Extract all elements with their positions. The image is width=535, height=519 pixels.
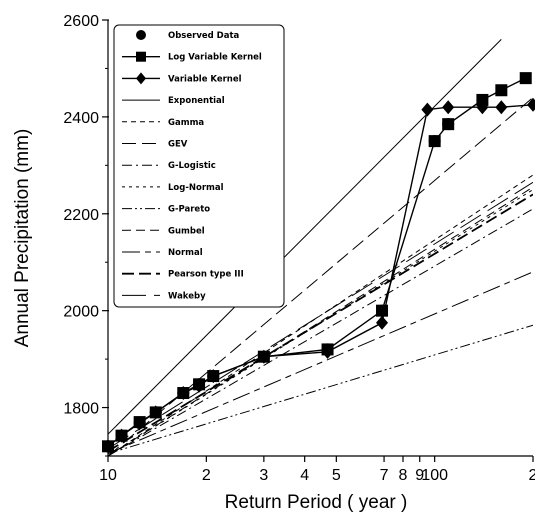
data-point-log-variable-kernel: [476, 93, 489, 106]
data-point-variable-kernel: [527, 97, 535, 112]
x-tick-label: 4: [300, 467, 309, 484]
data-point-variable-kernel: [421, 102, 434, 117]
legend-label-exponential: Exponential: [168, 96, 225, 106]
y-tick-label: 2000: [63, 304, 99, 321]
series-line-g-logistic: [108, 208, 533, 456]
legend-label-gumbel: Gumbel: [168, 226, 205, 236]
legend-label-normal: Normal: [168, 248, 203, 258]
legend-marker-observed-data: [136, 30, 146, 40]
legend-marker-variable-kernel: [136, 72, 146, 85]
legend-label-g-logistic: G-Logistic: [168, 161, 216, 171]
series-line-wakeby: [108, 181, 533, 450]
legend-label-wakeby: Wakeby: [168, 291, 206, 301]
legend: Observed Data Log Variable Kernel Variable…: [113, 24, 285, 308]
data-point-variable-kernel: [133, 416, 146, 431]
data-point-variable-kernel: [376, 315, 389, 330]
x-tick-label: 8: [399, 467, 408, 484]
y-axis-label: Annual Precipitation (mm): [12, 129, 33, 348]
y-tick-label: 1800: [63, 401, 99, 418]
data-point-log-variable-kernel: [442, 118, 455, 131]
legend-label-observed-data: Observed Data: [168, 31, 240, 41]
legend-label-log-variable-kernel: Log Variable Kernel: [168, 53, 262, 63]
legend-label-g-pareto: G-Pareto: [168, 205, 210, 215]
y-tick-label: 2400: [63, 110, 99, 127]
legend-box: [113, 24, 285, 308]
series-line-normal: [108, 271, 533, 455]
y-tick-label: 2600: [63, 13, 99, 30]
data-point-log-variable-kernel: [376, 304, 389, 317]
legend-marker-log-variable-kernel: [136, 51, 146, 62]
legend-label-variable-kernel: Variable Kernel: [168, 74, 242, 84]
data-point-variable-kernel: [442, 100, 455, 115]
data-point-variable-kernel: [321, 344, 334, 359]
legend-label-pearson-type-iii: Pearson type III: [168, 270, 244, 280]
x-tick-label: 2: [202, 467, 211, 484]
data-point-log-variable-kernel: [519, 72, 532, 85]
x-tick-label: 3: [259, 467, 268, 484]
data-point-variable-kernel: [495, 100, 508, 115]
plot-markers: [102, 72, 535, 454]
data-point-variable-kernel: [177, 386, 190, 401]
x-tick-label: 7: [380, 467, 389, 484]
series-line-pearson-type-iii: [108, 193, 533, 452]
series-line-g-pareto: [108, 324, 533, 455]
x-tick-label: 10: [99, 467, 117, 484]
data-point-variable-kernel: [193, 378, 206, 393]
x-tick-label: 2: [529, 467, 535, 484]
x-tick-label: 100: [421, 467, 448, 484]
x-tick-label: 5: [332, 467, 341, 484]
series-line-gamma: [108, 174, 533, 456]
y-tick-label: 2200: [63, 207, 99, 224]
data-point-variable-kernel: [476, 100, 489, 115]
x-axis-label: Return Period ( year ): [225, 492, 408, 513]
data-point-variable-kernel: [207, 369, 220, 384]
legend-label-gamma: Gamma: [168, 118, 204, 128]
data-point-variable-kernel: [257, 349, 270, 364]
data-point-log-variable-kernel: [495, 84, 508, 97]
data-point-log-variable-kernel: [428, 135, 441, 148]
data-point-variable-kernel: [149, 405, 162, 420]
x-tick-label: 9: [415, 467, 424, 484]
series-line-exponential: [108, 39, 502, 435]
legend-label-gev: GEV: [168, 140, 188, 150]
data-point-variable-kernel: [115, 428, 128, 443]
legend-label-log-normal: Log-Normal: [168, 183, 224, 193]
